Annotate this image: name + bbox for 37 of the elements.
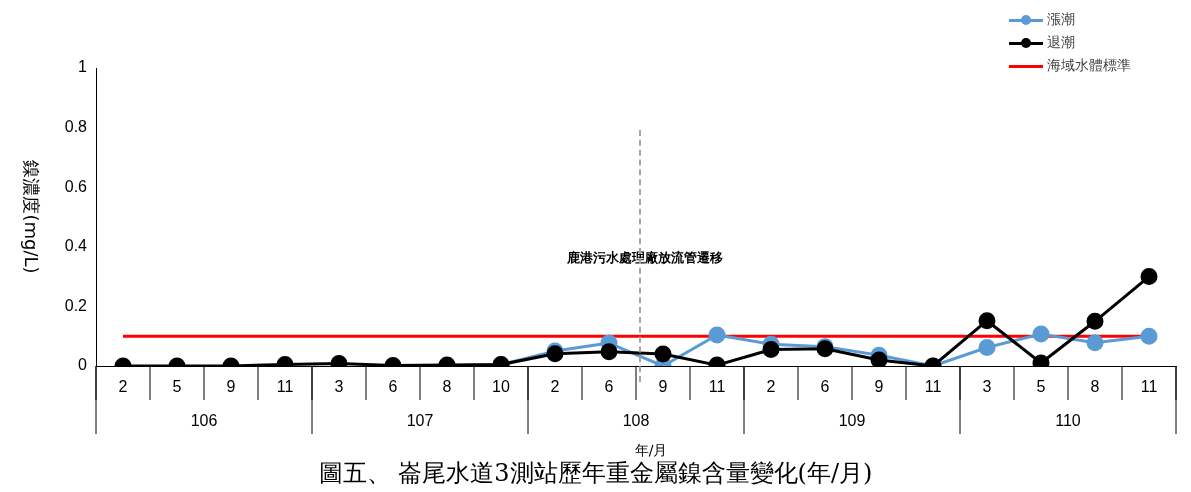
y-tick-label: 1 bbox=[78, 58, 88, 76]
x-tick-label: 3 bbox=[982, 378, 992, 396]
text: 110 bbox=[1055, 412, 1081, 430]
x-tick-label: 11 bbox=[924, 378, 942, 396]
x-tick-label: 11 bbox=[1140, 378, 1158, 396]
x-tick-label: 2 bbox=[766, 378, 776, 396]
x-tick-label: 10 bbox=[492, 378, 510, 396]
x-tick-label: 9 bbox=[658, 378, 668, 396]
x-tick-label: 5 bbox=[172, 378, 182, 396]
x-tick-label: 6 bbox=[388, 378, 398, 396]
x-tick-label: 8 bbox=[442, 378, 452, 396]
text: 108 bbox=[622, 412, 650, 430]
x-tick-label: 5 bbox=[1036, 378, 1046, 396]
x-tick-label: 2 bbox=[118, 378, 128, 396]
x-tick-label: 6 bbox=[820, 378, 830, 396]
x-tick-label: 9 bbox=[874, 378, 884, 396]
y-tick-label: 0.8 bbox=[64, 118, 88, 136]
text: 107 bbox=[406, 412, 434, 430]
y-axis-title: 鎳濃度(mg/L) bbox=[21, 160, 43, 274]
y-tick-label: 0.2 bbox=[64, 296, 88, 314]
text: 圖五、 崙尾水道3測站歷年重金屬鎳含量變化(年/月) bbox=[317, 458, 874, 488]
y-tick-label: 0 bbox=[78, 356, 88, 374]
legend-label: 漲潮 bbox=[1047, 10, 1075, 29]
x-tick-label: 6 bbox=[604, 378, 614, 396]
legend-label: 海域水體標準 bbox=[1047, 56, 1131, 75]
text: 106 bbox=[190, 412, 218, 430]
x-tick-label: 9 bbox=[226, 378, 236, 396]
text: 109 bbox=[838, 412, 866, 430]
y-tick-label: 0.4 bbox=[64, 237, 88, 255]
x-tick-label: 11 bbox=[708, 378, 726, 396]
x-tick-label: 2 bbox=[550, 378, 560, 396]
x-tick-label: 3 bbox=[334, 378, 344, 396]
x-tick-label: 8 bbox=[1090, 378, 1100, 396]
x-tick-label: 11 bbox=[276, 378, 294, 396]
x-axis-title: 年/月 bbox=[634, 441, 668, 458]
legend-label: 退潮 bbox=[1047, 33, 1075, 52]
y-tick-label: 0.6 bbox=[64, 177, 88, 195]
